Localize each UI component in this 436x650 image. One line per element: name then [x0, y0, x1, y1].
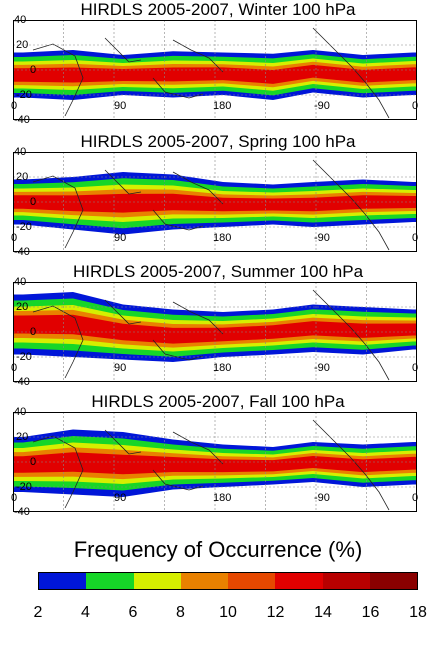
map-plot: [13, 20, 417, 120]
map-plot: [13, 412, 417, 512]
lon-label: 180: [213, 232, 232, 244]
colorbar-segment: [180, 573, 228, 589]
lon-label: -90: [314, 492, 330, 504]
map-frame: [13, 412, 417, 512]
lat-label: 20: [16, 431, 29, 443]
lon-label: 0: [412, 492, 419, 504]
colorbar-title: Frequency of Occurrence (%): [73, 537, 363, 562]
lon-label: 0: [11, 362, 18, 374]
lat-label: -20: [16, 89, 32, 101]
colorbar: [38, 572, 418, 590]
colorbar-segment: [86, 573, 134, 589]
map-plot: [13, 282, 417, 382]
lat-label: 40: [14, 406, 27, 418]
lon-label: 0: [412, 100, 419, 112]
colorbar-segment: [275, 573, 323, 589]
lon-label: -90: [314, 232, 330, 244]
frequency-contour-5: [13, 314, 417, 344]
lon-label: -90: [314, 100, 330, 112]
colorbar-segment: [39, 573, 87, 589]
lat-label: 0: [30, 456, 37, 468]
colorbar-tick-label: 12: [266, 604, 285, 621]
map-panel: HIRDLS 2005-2007, Winter 100 hPa 40 20 0 -20…: [0, 0, 436, 130]
coastline: [312, 289, 390, 381]
colorbar-tick-label: 16: [361, 604, 380, 621]
panel-title: HIRDLS 2005-2007, Winter 100 hPa: [80, 0, 356, 19]
panel-title: HIRDLS 2005-2007, Summer 100 hPa: [72, 262, 364, 281]
lat-label: -40: [14, 114, 30, 126]
lat-label: -40: [14, 506, 30, 518]
lat-label: 40: [14, 146, 27, 158]
lon-label: 0: [11, 232, 18, 244]
lat-label: -40: [14, 246, 30, 258]
coastline: [312, 27, 390, 119]
map-frame: [13, 152, 417, 252]
map-frame: [13, 282, 417, 382]
panel-title: HIRDLS 2005-2007, Fall 100 hPa: [91, 392, 345, 411]
map-panel: HIRDLS 2005-2007, Summer 100 hPa 40 20 0 -20…: [0, 262, 436, 392]
colorbar-tick-label: 18: [409, 604, 427, 621]
panel-title: HIRDLS 2005-2007, Spring 100 hPa: [80, 132, 356, 151]
lon-label: 0: [412, 232, 419, 244]
colorbar-tick-label: 8: [176, 604, 185, 621]
map-panel: HIRDLS 2005-2007, Fall 100 hPa 40 20 0 -20 -4…: [0, 392, 436, 522]
map-frame: [13, 20, 417, 120]
lat-label: -40: [14, 376, 30, 388]
lat-label: 0: [30, 326, 37, 338]
lon-label: 90: [114, 232, 127, 244]
map-plot: [13, 152, 417, 252]
lat-label: 40: [14, 276, 27, 288]
map-panel: HIRDLS 2005-2007, Spring 100 hPa 40 20 0 -20…: [0, 132, 436, 262]
lon-label: 0: [412, 362, 419, 374]
colorbar-segment: [133, 573, 181, 589]
lon-label: 90: [114, 492, 127, 504]
coastline: [104, 429, 142, 455]
lat-label: -20: [16, 481, 32, 493]
colorbar-segment: [369, 573, 417, 589]
lat-label: 0: [30, 64, 37, 76]
coastline: [104, 299, 142, 325]
colorbar-segment: [228, 573, 276, 589]
lat-label: 20: [16, 301, 29, 313]
lat-label: 40: [14, 14, 27, 26]
lon-label: 180: [213, 492, 232, 504]
coastline: [104, 37, 142, 63]
frequency-contour-5: [13, 193, 417, 213]
colorbar-segment: [322, 573, 370, 589]
lon-label: 0: [11, 492, 18, 504]
coastline: [312, 159, 390, 251]
colorbar-tick-label: 2: [33, 604, 43, 621]
lon-label: 90: [114, 100, 127, 112]
coastline: [312, 419, 390, 511]
lon-label: 180: [213, 100, 232, 112]
coastline: [104, 169, 142, 195]
lat-label: 0: [30, 196, 37, 208]
lat-label: -20: [16, 351, 32, 363]
lat-label: -20: [16, 221, 32, 233]
lat-label: 20: [16, 171, 29, 183]
colorbar-tick-label: 4: [81, 604, 90, 621]
colorbar-tick-label: 14: [314, 604, 332, 621]
colorbar-tick-label: 10: [219, 604, 237, 621]
colorbar-tick-label: 6: [128, 604, 138, 621]
lon-label: 180: [213, 362, 232, 374]
lon-label: 90: [114, 362, 127, 374]
lon-label: 0: [11, 100, 18, 112]
lat-label: 20: [16, 39, 29, 51]
lon-label: -90: [314, 362, 330, 374]
